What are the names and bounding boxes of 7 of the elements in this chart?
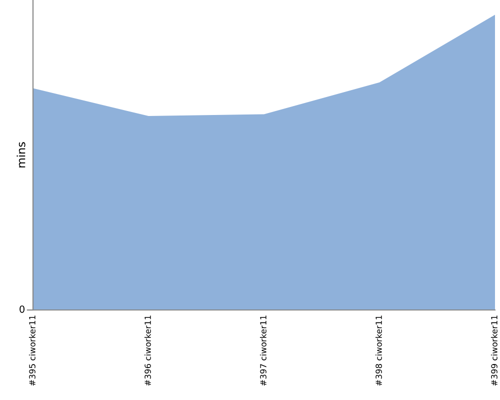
x-tick-label: #399 ciworker11	[490, 316, 498, 386]
text: 0	[20, 305, 24, 313]
x-tick-label: #395 ciworker11	[28, 316, 36, 386]
x-tick-label: #397 ciworker11	[260, 316, 266, 386]
x-tick-label: #398 ciworker11	[375, 316, 382, 386]
y-axis-title: mins	[16, 142, 26, 168]
x-tick-label: #396 ciworker11	[144, 316, 151, 386]
